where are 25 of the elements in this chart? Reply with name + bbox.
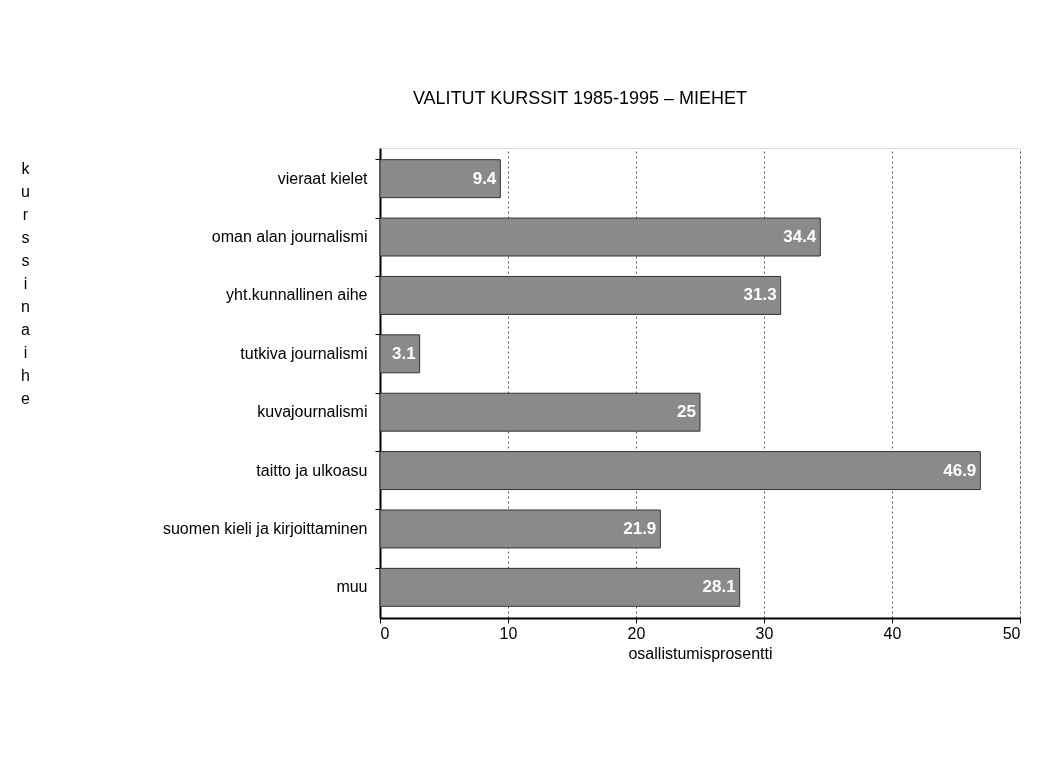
y-tick-label: oman alan journalismi xyxy=(211,228,368,246)
x-tick-label: 40 xyxy=(883,624,902,642)
data-label: 3.1 xyxy=(392,343,416,363)
data-label: 21.9 xyxy=(623,518,657,538)
x-tick-label: 50 xyxy=(1002,624,1021,642)
y-tick-label: taitto ja ulkoasu xyxy=(256,461,368,479)
y-tick-label: vieraat kielet xyxy=(277,169,369,187)
data-label: 46.9 xyxy=(943,460,977,480)
y-tick-label: kuvajournalismi xyxy=(257,403,368,421)
y-tick-label: yht.kunnallinen aihe xyxy=(226,286,368,304)
x-tick-label: 10 xyxy=(499,624,518,642)
x-tick-label: 0 xyxy=(380,624,390,642)
y-tick-label: suomen kieli ja kirjoittaminen xyxy=(162,519,368,537)
x-axis-title: osallistumisprosentti xyxy=(628,644,773,662)
data-label: 34.4 xyxy=(783,227,817,247)
data-label: 28.1 xyxy=(702,577,736,597)
data-label: 25 xyxy=(677,402,696,422)
data-label: 31.3 xyxy=(743,285,777,305)
data-label: 9.4 xyxy=(472,168,497,188)
text: kurssin aihe xyxy=(21,159,30,407)
x-tick-label: 20 xyxy=(627,624,646,642)
y-tick-label: muu xyxy=(336,578,368,596)
x-tick-label: 30 xyxy=(755,624,774,642)
y-tick-label: tutkiva journalismi xyxy=(240,344,368,362)
chart-title: VALITUT KURSSIT 1985-1995 – MIEHET xyxy=(412,88,748,108)
